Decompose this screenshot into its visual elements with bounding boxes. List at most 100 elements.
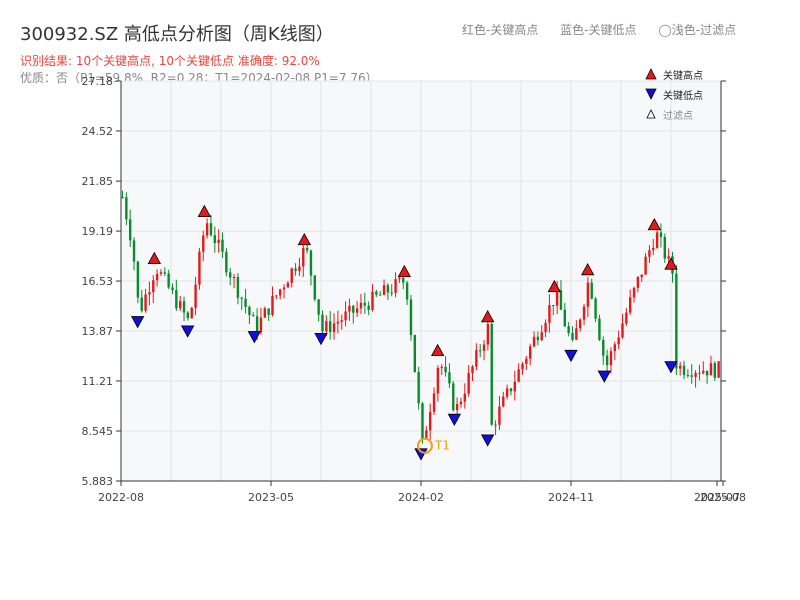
candle-body — [359, 302, 363, 309]
candle-body — [259, 317, 263, 333]
candle-body — [632, 287, 636, 298]
candle-body — [536, 336, 540, 341]
candle-body — [609, 351, 613, 366]
candle-body — [198, 251, 201, 285]
candle-body — [644, 256, 647, 275]
candle-body — [275, 295, 278, 297]
candle-body — [152, 280, 155, 293]
y-tick-label: 19.19 — [82, 225, 114, 238]
candle-body — [240, 297, 243, 299]
candle-body — [494, 424, 497, 426]
candle-body — [444, 366, 447, 373]
candle-body — [255, 316, 259, 333]
candle-body — [348, 305, 351, 312]
candle-body — [286, 282, 290, 288]
candle-body — [717, 361, 720, 378]
candle-body — [463, 393, 467, 402]
candle-body — [598, 318, 601, 340]
candle-body — [655, 232, 659, 248]
candle-body — [571, 332, 574, 340]
candle-body — [290, 268, 293, 283]
candle-body — [413, 335, 417, 372]
key-low-marker — [414, 448, 428, 461]
candle-body — [517, 369, 520, 382]
chart-title: 300932.SZ 高低点分析图（周K线图） — [20, 24, 334, 45]
key-high-marker — [480, 309, 495, 323]
candle-body — [325, 321, 328, 332]
candle-body — [267, 308, 270, 315]
key-low-marker — [480, 434, 495, 447]
candle-body — [125, 197, 128, 220]
candle-body — [590, 282, 593, 299]
legend-low-row: 关键低点 — [645, 84, 703, 104]
red-triangle-up-icon — [645, 68, 657, 80]
x-tick-label: 2025-07 — [694, 491, 740, 504]
candle-body — [575, 328, 578, 340]
candle-body — [636, 276, 640, 288]
candle-body — [467, 373, 470, 394]
candle-body — [532, 336, 536, 347]
candle-body — [694, 372, 697, 377]
candle-body — [621, 323, 624, 338]
candle-body — [478, 350, 482, 352]
candle-body — [263, 308, 267, 318]
blue-triangle-down-icon — [645, 88, 657, 100]
candle-body — [136, 261, 140, 298]
candle-body — [709, 363, 713, 376]
candle-body — [252, 315, 255, 317]
y-tick-label: 11.21 — [82, 375, 114, 388]
candle-body — [228, 272, 232, 278]
candle-body — [498, 406, 501, 425]
candle-body — [667, 256, 670, 259]
legend-high-label: 关键高点 — [663, 70, 703, 82]
key-high-marker — [197, 204, 212, 218]
key-low-marker — [314, 333, 328, 346]
candle-body — [605, 355, 609, 366]
candle-body — [386, 285, 390, 293]
candle-body — [209, 223, 213, 236]
key-low-marker — [597, 370, 612, 383]
legend-light-filtered: ◯浅色-过滤点 — [658, 23, 737, 37]
x-tick-label: 2024-11 — [548, 491, 594, 504]
candle-body — [340, 320, 343, 322]
candle-body — [436, 367, 440, 394]
candle-body — [236, 277, 240, 298]
candle-body — [471, 366, 474, 374]
candle-body — [205, 223, 209, 236]
candle-body — [421, 403, 424, 439]
candle-body — [490, 324, 493, 425]
t1-label: T1 — [434, 439, 450, 453]
marker-legend: 关键高点 关键低点 过滤点 — [645, 64, 703, 124]
candle-body — [428, 411, 432, 431]
candle-body — [613, 344, 617, 352]
key-high-marker — [397, 264, 412, 278]
y-tick-label: 13.87 — [82, 325, 114, 338]
legend-blue-low: 蓝色-关键低点 — [560, 23, 637, 37]
candle-body — [586, 282, 590, 307]
candle-body — [628, 297, 632, 313]
candle-body — [163, 272, 167, 274]
candle-body — [678, 365, 682, 369]
candle-body — [332, 323, 336, 333]
candle-body — [378, 294, 382, 296]
candle-body — [555, 290, 559, 306]
candle-body — [659, 232, 663, 238]
key-low-marker — [130, 316, 145, 329]
candle-body — [213, 235, 217, 244]
candle-body — [344, 311, 347, 321]
candle-body — [455, 404, 459, 411]
candle-body — [625, 312, 628, 324]
candle-body — [375, 291, 378, 295]
candle-body — [705, 370, 709, 376]
candle-body — [521, 363, 524, 370]
candle-body — [686, 375, 690, 377]
key-high-marker — [547, 279, 562, 293]
candle-body — [171, 287, 174, 291]
candle-body — [144, 294, 147, 311]
key-high-marker — [147, 251, 162, 264]
candle-body — [652, 247, 655, 251]
candle-body — [128, 219, 132, 241]
key-high-marker — [664, 257, 678, 270]
y-tick-label: 24.52 — [82, 125, 114, 138]
candle-body — [548, 305, 551, 323]
